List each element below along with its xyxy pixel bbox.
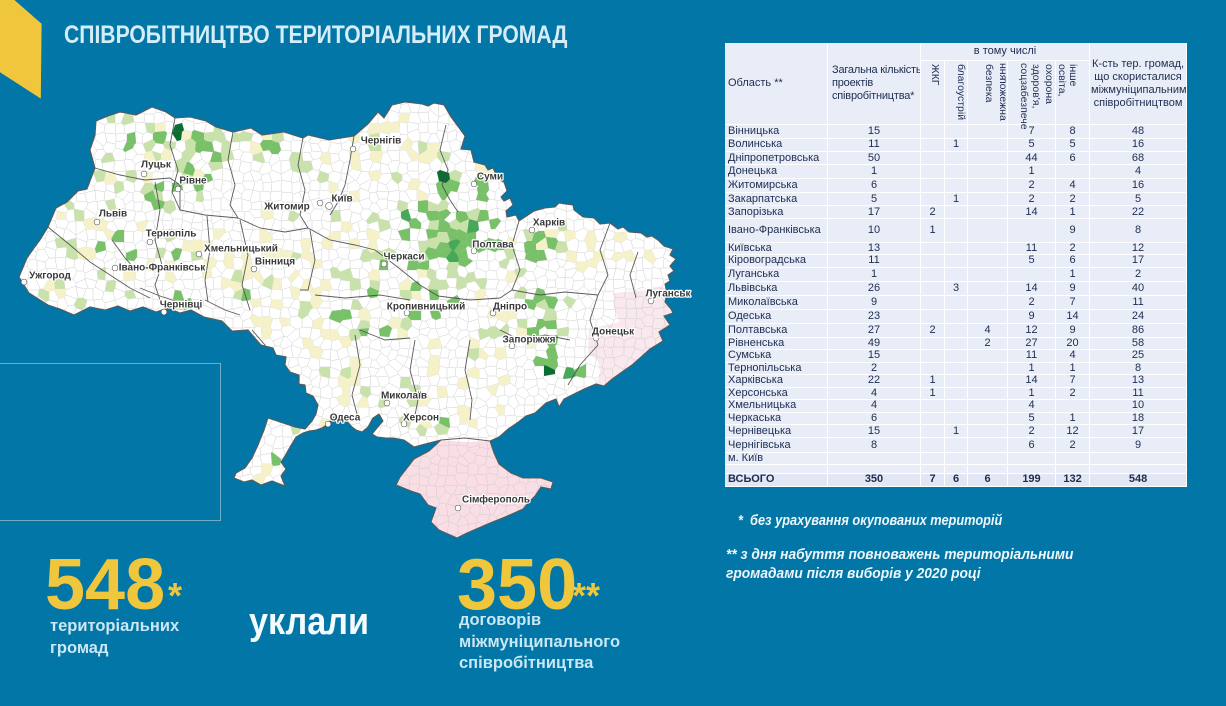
svg-text:Ужгород: Ужгород: [29, 271, 71, 282]
svg-text:Донецьк: Донецьк: [592, 327, 635, 338]
svg-text:Запоріжжя: Запоріжжя: [503, 335, 556, 346]
svg-text:Чернівці: Чернівці: [160, 300, 203, 311]
svg-text:Одеса: Одеса: [330, 413, 361, 424]
svg-text:Миколаїв: Миколаїв: [381, 391, 427, 402]
svg-text:Житомир: Житомир: [263, 202, 310, 213]
svg-text:Харків: Харків: [533, 218, 565, 229]
svg-text:Луганськ: Луганськ: [645, 289, 691, 300]
svg-text:Черкаси: Черкаси: [384, 252, 425, 263]
svg-text:Київ: Київ: [331, 194, 352, 205]
svg-text:Луцьк: Луцьк: [141, 160, 172, 171]
svg-text:Івано-Франківськ: Івано-Франківськ: [119, 263, 206, 274]
svg-text:Львів: Львів: [99, 209, 127, 220]
svg-text:Полтава: Полтава: [472, 240, 514, 251]
svg-text:Херсон: Херсон: [403, 413, 439, 424]
svg-text:Кропивницький: Кропивницький: [387, 302, 465, 313]
svg-text:Сімферополь: Сімферополь: [462, 494, 530, 506]
svg-text:Суми: Суми: [477, 172, 503, 183]
svg-text:Чернігів: Чернігів: [361, 136, 402, 147]
svg-text:Вінниця: Вінниця: [255, 257, 295, 268]
svg-text:Тернопіль: Тернопіль: [146, 229, 197, 240]
svg-text:Дніпро: Дніпро: [493, 302, 527, 313]
svg-text:Рівне: Рівне: [179, 176, 207, 187]
svg-text:Хмельницький: Хмельницький: [204, 244, 278, 255]
